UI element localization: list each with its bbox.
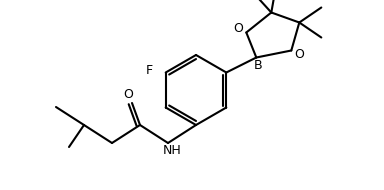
- Text: O: O: [233, 22, 243, 35]
- Text: O: O: [295, 48, 304, 61]
- Text: NH: NH: [163, 145, 181, 158]
- Text: F: F: [146, 64, 153, 77]
- Text: B: B: [254, 59, 263, 72]
- Text: O: O: [123, 89, 133, 101]
